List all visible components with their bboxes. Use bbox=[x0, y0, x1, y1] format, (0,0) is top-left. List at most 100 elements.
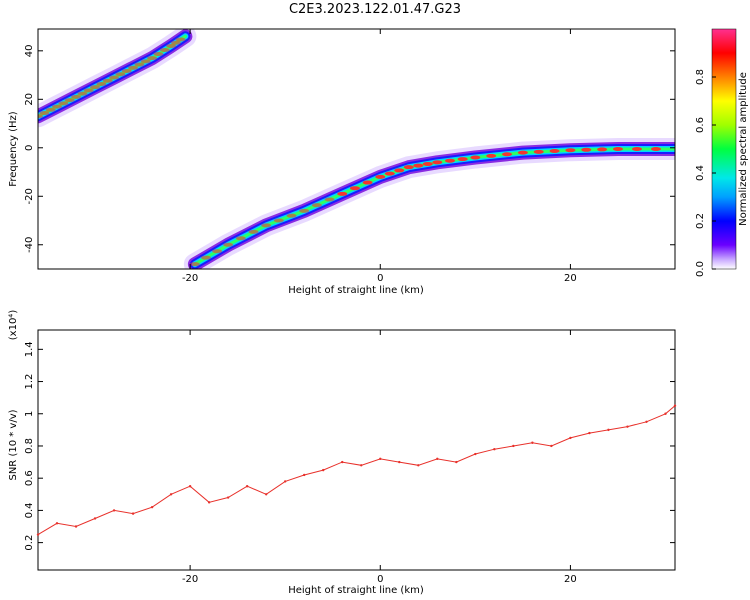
spec-ytick-label: 40 bbox=[24, 44, 35, 57]
ridge-hotspot bbox=[235, 236, 246, 241]
colorbar-tick-label: 0.8 bbox=[695, 69, 706, 85]
ridge-hotspot bbox=[486, 153, 497, 158]
snr-point bbox=[93, 517, 97, 520]
snr-point bbox=[226, 496, 230, 499]
snr-point bbox=[569, 436, 572, 440]
colorbar-tick-label: 0.2 bbox=[695, 213, 706, 229]
snr-point bbox=[341, 460, 344, 464]
ridge-hotspot bbox=[261, 223, 272, 228]
snr-point bbox=[531, 441, 534, 444]
snr-point bbox=[283, 480, 287, 483]
spectrogram-xlabel: Height of straight line (km) bbox=[288, 285, 424, 296]
snr-point bbox=[673, 404, 677, 407]
colorbar-label: Normalized spectral amplitude bbox=[738, 72, 749, 226]
spec-xtick-label: -20 bbox=[182, 273, 198, 284]
snr-point bbox=[588, 431, 591, 435]
ridge-hotspot bbox=[422, 161, 433, 166]
ridge-hotspot bbox=[444, 158, 455, 163]
ridge-hotspot bbox=[90, 85, 101, 90]
ridge-hotspot bbox=[212, 249, 223, 254]
ridge-hotspot bbox=[432, 160, 443, 165]
snr-point bbox=[55, 522, 59, 525]
snr-point bbox=[550, 444, 553, 448]
ridge-hotspot bbox=[375, 174, 386, 179]
ridge-hotspot bbox=[502, 152, 513, 157]
snr-point bbox=[264, 493, 268, 496]
ridge-hotspot bbox=[349, 186, 360, 191]
ridge-hotspot bbox=[533, 149, 544, 154]
ridge-hotspot bbox=[121, 69, 132, 74]
ridge-hotspot bbox=[299, 208, 310, 213]
ridge-hotspot bbox=[337, 191, 348, 196]
ridge-hotspot bbox=[650, 147, 661, 151]
ridge-hotspot bbox=[394, 168, 405, 173]
snr-xtick-label: 0 bbox=[377, 574, 383, 585]
ridge-hotspot bbox=[52, 104, 63, 109]
colorbar-gradient bbox=[711, 28, 737, 270]
ridge-hotspot bbox=[273, 218, 284, 223]
snr-point bbox=[493, 447, 496, 451]
ridge-hotspot bbox=[128, 65, 139, 70]
snr-xlabel: Height of straight line (km) bbox=[288, 585, 424, 596]
ridge-hotspot bbox=[153, 52, 164, 57]
colorbar: 0.0 0.2 0.4 0.6 0.8 Normalized spectral ampl… bbox=[695, 28, 749, 277]
ridge-hotspot bbox=[159, 48, 170, 53]
ridge-hotspot bbox=[457, 157, 468, 162]
ridge-hotspot bbox=[140, 59, 151, 64]
spec-xtick-label: 20 bbox=[564, 273, 577, 284]
ridge-hotspot bbox=[324, 197, 335, 202]
ridge-hotspot bbox=[248, 229, 259, 234]
spec-ytick-label: 0 bbox=[24, 145, 35, 151]
spec-ytick-label: -40 bbox=[24, 237, 35, 253]
ridge-hotspot bbox=[134, 62, 145, 67]
spec-ytick-label: 20 bbox=[24, 93, 35, 106]
snr-ylabel: SNR (10 * v/v) bbox=[8, 409, 19, 480]
snr-point bbox=[131, 512, 135, 515]
snr-point bbox=[436, 457, 439, 461]
snr-ytick-label: 0.8 bbox=[24, 438, 35, 454]
ridge-hotspot bbox=[517, 150, 528, 155]
ridge-hotspot bbox=[223, 242, 234, 247]
snr-point bbox=[36, 533, 40, 536]
snr-point bbox=[169, 493, 173, 496]
snr-point bbox=[303, 473, 306, 477]
ridge-hotspot bbox=[470, 155, 481, 160]
spectrogram-panel: -20 0 20 -40 -20 0 20 40 Height of straight lin… bbox=[8, 28, 676, 296]
ridge-hotspot bbox=[311, 203, 322, 208]
ridge-hotspot bbox=[286, 213, 297, 218]
ridge-hotspot bbox=[166, 43, 177, 48]
ridge-hotspot bbox=[631, 147, 642, 151]
ridge-hotspot bbox=[45, 107, 56, 112]
snr-point bbox=[74, 525, 78, 528]
ridge-hotspot bbox=[170, 40, 181, 45]
snr-scale-label: (x10⁴) bbox=[8, 310, 19, 341]
snr-point bbox=[379, 457, 382, 461]
ridge-hotspot bbox=[200, 255, 211, 260]
snr-point bbox=[112, 509, 116, 512]
snr-point bbox=[398, 460, 401, 464]
spectrogram-frame bbox=[37, 28, 676, 270]
ridge-hotspot bbox=[64, 98, 75, 103]
snr-point bbox=[512, 444, 515, 448]
ridge-hotspot bbox=[413, 163, 424, 168]
ridge-hotspot bbox=[147, 56, 158, 61]
snr-frame bbox=[37, 329, 676, 571]
ridge-hotspot bbox=[549, 149, 560, 154]
ridge-hotspot bbox=[597, 147, 608, 152]
ridge-hotspot bbox=[565, 148, 576, 153]
ridge-hotspot bbox=[109, 75, 120, 80]
snr-ytick-label: 0.6 bbox=[24, 470, 35, 486]
chart-title: C2E3.2023.122.01.47.G23 bbox=[288, 2, 462, 17]
ridge-hotspot bbox=[96, 81, 107, 86]
spectrogram-ylabel: Frequency (Hz) bbox=[8, 111, 19, 187]
snr-panel: -20 0 20 0.2 0.4 0.6 0.8 1 1.2 1.4 Height of stra… bbox=[8, 310, 677, 596]
snr-point bbox=[360, 464, 363, 467]
ridge-hotspot bbox=[189, 262, 200, 267]
snr-xtick-label: 20 bbox=[564, 574, 577, 585]
snr-point bbox=[455, 460, 458, 464]
snr-point bbox=[664, 412, 667, 415]
ridge-hotspot bbox=[39, 111, 50, 116]
spectrogram-ridges bbox=[38, 29, 675, 269]
ridge-hotspot bbox=[71, 94, 82, 99]
